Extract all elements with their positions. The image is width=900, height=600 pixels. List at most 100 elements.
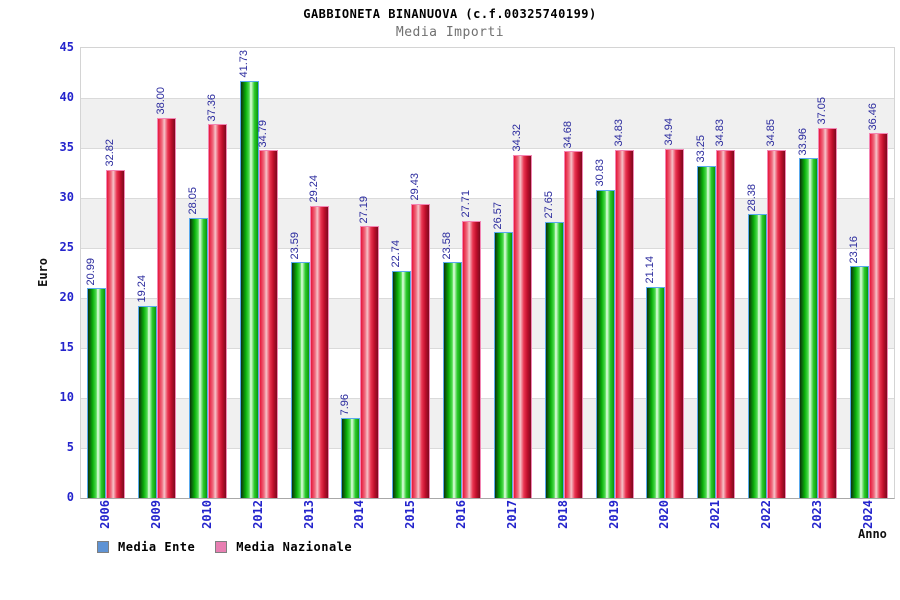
bar-value-label: 28.38 bbox=[745, 183, 758, 212]
bar-value-label: 34.68 bbox=[561, 120, 574, 149]
gridline bbox=[81, 248, 894, 249]
bar-group-2009: 19.24 38.00 bbox=[132, 48, 183, 498]
bar-value-label: 33.96 bbox=[796, 127, 809, 156]
bar-media-nazionale: 37.36 bbox=[206, 94, 228, 498]
bar-media-ente: 28.05 bbox=[187, 187, 209, 498]
x-tick-cell: 2020 bbox=[639, 500, 690, 540]
bar-value-label: 29.43 bbox=[409, 173, 422, 201]
legend: Media Ente Media Nazionale bbox=[97, 540, 352, 554]
bar-value-label: 34.32 bbox=[510, 124, 523, 152]
x-axis-title: Anno bbox=[858, 527, 887, 541]
bar-group-2012: 41.73 34.79 bbox=[233, 48, 284, 498]
bar-group-2015: 22.74 29.43 bbox=[386, 48, 437, 498]
bar-value-label: 27.19 bbox=[358, 195, 371, 224]
x-tick-label: 2019 bbox=[606, 500, 621, 529]
gridline bbox=[81, 148, 894, 149]
bar-value-label: 38.00 bbox=[155, 87, 168, 115]
bar-value-label: 27.71 bbox=[460, 190, 473, 218]
y-tick-label: 20 bbox=[59, 290, 74, 304]
bar-value-label: 34.83 bbox=[714, 119, 727, 147]
chart-subtitle: Media Importi bbox=[395, 25, 505, 40]
gridline bbox=[81, 348, 894, 349]
bar-value-label: 34.85 bbox=[764, 118, 777, 147]
bar-value-label: 23.58 bbox=[441, 231, 454, 260]
bar-group-2014: 7.96 27.19 bbox=[335, 48, 386, 498]
x-tick-label: 2016 bbox=[454, 500, 469, 529]
bar-media-nazionale: 37.05 bbox=[816, 97, 837, 498]
bar-media-nazionale: 29.43 bbox=[409, 173, 431, 498]
legend-swatch-media-nazionale-icon bbox=[215, 541, 228, 553]
x-tick-label: 2023 bbox=[809, 500, 824, 529]
y-tick-label: 30 bbox=[59, 190, 74, 204]
x-tick-label: 2010 bbox=[200, 500, 215, 529]
bar-media-ente: 23.16 bbox=[848, 236, 869, 498]
legend-label-media-ente: Media Ente bbox=[118, 540, 196, 554]
bar-media-nazionale: 34.32 bbox=[511, 124, 532, 498]
legend-swatch-media-ente-icon bbox=[97, 541, 109, 553]
bar-media-ente: 28.38 bbox=[746, 184, 767, 498]
bar-media-ente: 33.25 bbox=[695, 135, 717, 498]
bar-media-nazionale: 27.71 bbox=[460, 190, 482, 498]
x-tick-label: 2020 bbox=[657, 500, 672, 529]
bar-value-label: 37.05 bbox=[815, 96, 828, 125]
y-tick-label: 35 bbox=[59, 140, 74, 154]
bar-media-ente: 22.74 bbox=[390, 240, 412, 498]
bar-value-label: 22.74 bbox=[390, 240, 403, 268]
bar-group-2006: 20.99 32.82 bbox=[81, 48, 132, 498]
bar-group-2020: 21.14 34.94 bbox=[640, 48, 691, 498]
x-tick-label: 2017 bbox=[504, 500, 519, 529]
bar-media-nazionale: 34.94 bbox=[663, 118, 685, 498]
bar-media-ente: 33.96 bbox=[797, 128, 818, 498]
x-tick-label: 2013 bbox=[301, 500, 316, 529]
legend-item-media-nazionale: Media Nazionale bbox=[215, 540, 352, 554]
y-axis-ticks: 0 5 10 15 20 25 30 35 40 45 bbox=[0, 40, 74, 504]
legend-label-media-nazionale: Media Nazionale bbox=[236, 540, 353, 554]
bar-media-nazionale: 29.24 bbox=[308, 175, 329, 498]
bar-media-nazionale: 34.85 bbox=[765, 119, 786, 498]
x-tick-label: 2012 bbox=[250, 500, 265, 529]
y-tick-label: 0 bbox=[66, 490, 74, 504]
bar-media-nazionale: 34.68 bbox=[562, 121, 583, 498]
bar-media-nazionale: 36.46 bbox=[867, 103, 888, 498]
plot-area: 20.99 32.82 19.24 38.00 28.05 37.36 41.73 34.79… bbox=[80, 47, 895, 499]
x-tick-cell: 2016 bbox=[436, 500, 487, 540]
bar-group-2022: 28.38 34.85 bbox=[742, 48, 793, 498]
bar-value-label: 37.36 bbox=[206, 93, 219, 122]
x-tick-cell: 2014 bbox=[334, 500, 385, 540]
bar-value-label: 34.79 bbox=[256, 119, 269, 148]
x-axis-ticks: 2006 2009 2010 2012 2013 2014 2015 2016 2017 2018… bbox=[80, 500, 893, 540]
bar-media-ente: 20.99 bbox=[85, 258, 107, 498]
x-tick-cell: 2019 bbox=[588, 500, 639, 540]
bar-value-label: 29.24 bbox=[307, 175, 320, 203]
bar-group-2017: 26.57 34.32 bbox=[488, 48, 539, 498]
bar-value-label: 28.05 bbox=[187, 186, 200, 215]
bar-group-2024: 23.16 36.46 bbox=[843, 48, 894, 498]
bar-media-nazionale: 32.82 bbox=[104, 139, 126, 498]
bar-value-label: 32.82 bbox=[104, 139, 117, 167]
bar-value-label: 23.16 bbox=[847, 235, 860, 264]
bar-value-label: 30.83 bbox=[593, 159, 606, 187]
bar-group-2023: 33.96 37.05 bbox=[792, 48, 843, 498]
bar-media-ente: 7.96 bbox=[339, 394, 361, 498]
y-tick-label: 25 bbox=[59, 240, 74, 254]
gridline bbox=[81, 298, 894, 299]
bar-value-label: 21.14 bbox=[644, 256, 657, 284]
bar-group-2013: 23.59 29.24 bbox=[284, 48, 335, 498]
chart-title: GABBIONETA BINANUOVA (c.f.00325740199) bbox=[303, 7, 597, 21]
x-tick-cell: 2021 bbox=[690, 500, 741, 540]
x-tick-cell: 2012 bbox=[232, 500, 283, 540]
bar-value-label: 7.96 bbox=[339, 393, 352, 416]
bar-media-ente: 26.57 bbox=[492, 202, 513, 498]
y-tick-label: 15 bbox=[59, 340, 74, 354]
bar-media-nazionale: 34.83 bbox=[613, 119, 634, 498]
legend-item-media-ente: Media Ente bbox=[97, 540, 195, 554]
bar-group-2019: 30.83 34.83 bbox=[589, 48, 640, 498]
bar-media-ente: 27.65 bbox=[543, 191, 564, 498]
bar-media-nazionale: 34.79 bbox=[257, 120, 278, 498]
gridline bbox=[81, 98, 894, 99]
x-tick-cell: 2018 bbox=[537, 500, 588, 540]
x-tick-cell: 2022 bbox=[741, 500, 792, 540]
bar-value-label: 26.57 bbox=[491, 201, 504, 230]
x-tick-label: 2018 bbox=[555, 500, 570, 529]
